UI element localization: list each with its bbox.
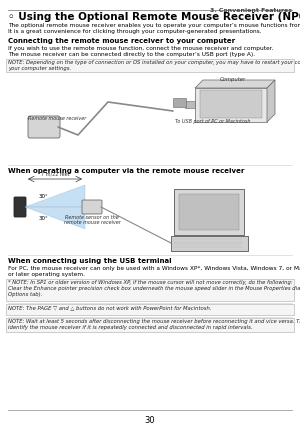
Text: NOTE: Wait at least 5 seconds after disconnecting the mouse receiver before reco: NOTE: Wait at least 5 seconds after disc… xyxy=(8,319,300,324)
FancyBboxPatch shape xyxy=(14,197,26,217)
Text: 30°: 30° xyxy=(39,215,49,220)
FancyBboxPatch shape xyxy=(6,59,294,72)
FancyBboxPatch shape xyxy=(179,194,239,230)
FancyBboxPatch shape xyxy=(6,318,294,332)
Polygon shape xyxy=(25,185,85,207)
Polygon shape xyxy=(25,207,85,229)
Text: If you wish to use the remote mouse function, connect the mouse receiver and com: If you wish to use the remote mouse func… xyxy=(8,46,274,51)
Text: To USB port of PC or Macintosh: To USB port of PC or Macintosh xyxy=(175,119,250,124)
Text: identify the mouse receiver if it is repeatedly connected and disconnected in ra: identify the mouse receiver if it is rep… xyxy=(8,325,253,330)
Text: Clear the Enhance pointer precision check box underneath the mouse speed slider : Clear the Enhance pointer precision chec… xyxy=(8,286,300,291)
FancyBboxPatch shape xyxy=(6,304,294,315)
Text: Remote sensor on the: Remote sensor on the xyxy=(65,215,119,220)
Text: or later operating system.: or later operating system. xyxy=(8,272,85,277)
Bar xyxy=(185,101,195,108)
Text: Remote mouse receiver: Remote mouse receiver xyxy=(28,116,86,121)
Text: It is a great convenience for clicking through your computer-generated presentat: It is a great convenience for clicking t… xyxy=(8,29,262,34)
Text: NOTE: Depending on the type of connection or OS installed on your computer, you : NOTE: Depending on the type of connectio… xyxy=(8,60,300,65)
Polygon shape xyxy=(267,80,275,122)
Text: 3. Convenient Features: 3. Convenient Features xyxy=(210,8,292,13)
Text: Computer: Computer xyxy=(220,77,246,82)
Text: * NOTE: In SP1 or older version of Windows XP, if the mouse cursor will not move: * NOTE: In SP1 or older version of Windo… xyxy=(8,280,292,285)
Polygon shape xyxy=(195,88,267,122)
FancyBboxPatch shape xyxy=(6,279,294,301)
Text: When connecting using the USB terminal: When connecting using the USB terminal xyxy=(8,258,172,264)
FancyBboxPatch shape xyxy=(170,236,248,250)
FancyBboxPatch shape xyxy=(200,90,262,118)
Bar xyxy=(173,98,186,107)
FancyBboxPatch shape xyxy=(28,116,60,138)
Text: 30: 30 xyxy=(145,416,155,423)
Text: NOTE: The PAGE ▽ and △ buttons do not work with PowerPoint for Macintosh.: NOTE: The PAGE ▽ and △ buttons do not wo… xyxy=(8,305,211,310)
Text: The optional remote mouse receiver enables you to operate your computer’s mouse : The optional remote mouse receiver enabl… xyxy=(8,23,300,28)
Text: 30°: 30° xyxy=(39,193,49,198)
Text: 7 m/22 feet: 7 m/22 feet xyxy=(41,171,69,176)
Text: Connecting the remote mouse receiver to your computer: Connecting the remote mouse receiver to … xyxy=(8,38,235,44)
Text: Options tab).: Options tab). xyxy=(8,292,42,297)
Text: ◦ Using the Optional Remote Mouse Receiver (NP01MR): ◦ Using the Optional Remote Mouse Receiv… xyxy=(8,12,300,22)
Polygon shape xyxy=(195,80,275,88)
FancyBboxPatch shape xyxy=(82,200,102,214)
Text: remote mouse receiver: remote mouse receiver xyxy=(64,220,120,225)
Text: The mouse receiver can be connected directly to the computer’s USB port (type A): The mouse receiver can be connected dire… xyxy=(8,52,255,57)
Text: your computer settings.: your computer settings. xyxy=(8,66,71,71)
Text: When operating a computer via the remote mouse receiver: When operating a computer via the remote… xyxy=(8,168,244,174)
Text: For PC, the mouse receiver can only be used with a Windows XP*, Windows Vista, W: For PC, the mouse receiver can only be u… xyxy=(8,266,300,271)
FancyBboxPatch shape xyxy=(174,189,244,235)
